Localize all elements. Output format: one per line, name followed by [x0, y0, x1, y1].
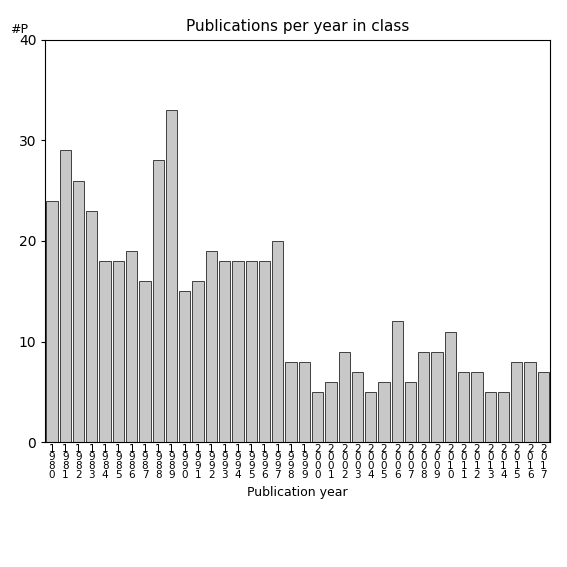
Bar: [538, 372, 549, 442]
Bar: [232, 261, 244, 442]
Bar: [246, 261, 257, 442]
Bar: [153, 160, 164, 442]
Bar: [418, 352, 429, 442]
Bar: [285, 362, 297, 442]
Bar: [126, 251, 137, 442]
Bar: [431, 352, 443, 442]
Bar: [259, 261, 270, 442]
Bar: [338, 352, 350, 442]
Bar: [46, 201, 58, 442]
Bar: [206, 251, 217, 442]
Title: Publications per year in class: Publications per year in class: [186, 19, 409, 35]
Bar: [60, 150, 71, 442]
Bar: [405, 382, 416, 442]
Text: #P: #P: [10, 23, 28, 36]
Bar: [192, 281, 204, 442]
Bar: [352, 372, 363, 442]
Bar: [86, 211, 98, 442]
Bar: [299, 362, 310, 442]
X-axis label: Publication year: Publication year: [247, 485, 348, 498]
Bar: [219, 261, 230, 442]
Bar: [498, 392, 509, 442]
Bar: [485, 392, 496, 442]
Bar: [166, 110, 177, 442]
Bar: [272, 241, 284, 442]
Bar: [378, 382, 390, 442]
Bar: [73, 180, 84, 442]
Bar: [445, 332, 456, 442]
Bar: [365, 392, 376, 442]
Bar: [458, 372, 469, 442]
Bar: [471, 372, 483, 442]
Bar: [99, 261, 111, 442]
Bar: [524, 362, 536, 442]
Bar: [511, 362, 522, 442]
Bar: [392, 321, 403, 442]
Bar: [113, 261, 124, 442]
Bar: [312, 392, 323, 442]
Bar: [179, 291, 191, 442]
Bar: [139, 281, 151, 442]
Bar: [325, 382, 337, 442]
